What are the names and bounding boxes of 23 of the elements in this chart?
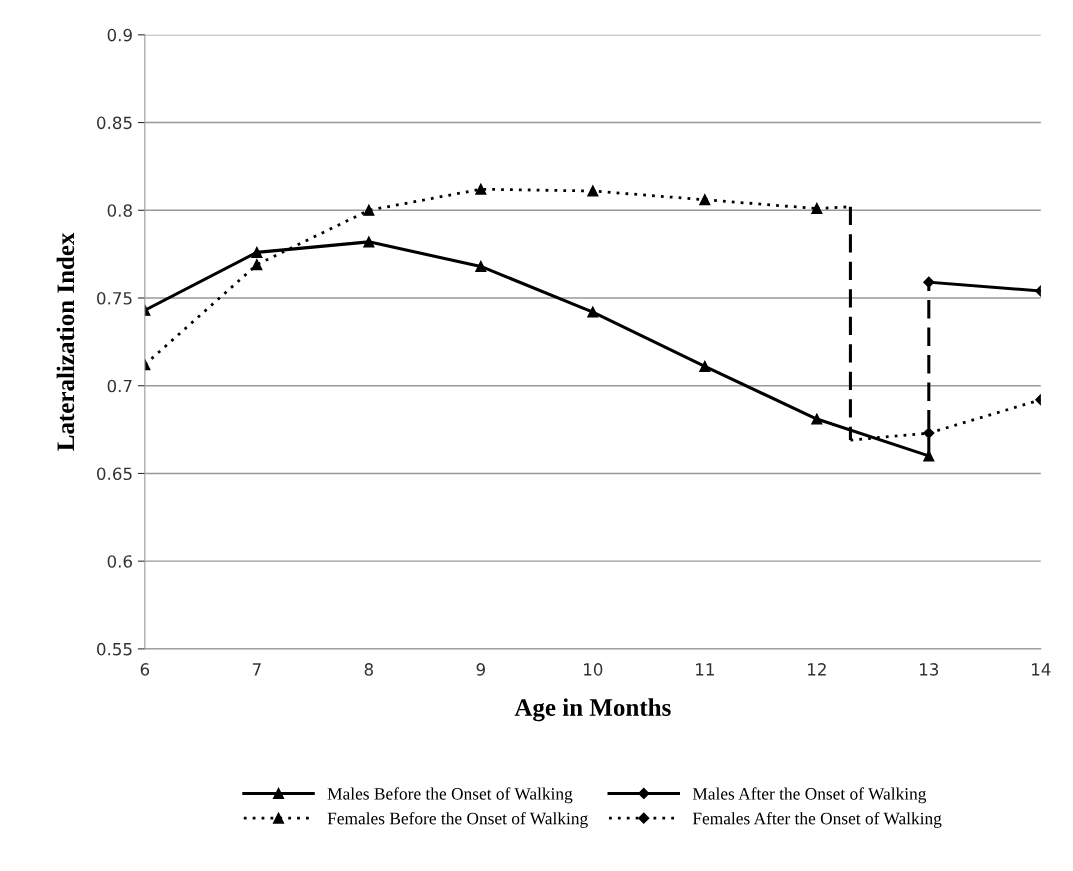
y-axis-title: Lateralization Index (56, 232, 75, 451)
y-tick-label: 0.55 (97, 642, 132, 656)
y-tick-label: 0.85 (97, 116, 132, 130)
x-tick-label: 13 (920, 663, 939, 676)
x-tick-label: 10 (584, 663, 603, 676)
x-axis-title: Age in Months (514, 698, 671, 722)
x-tick-label: 6 (140, 663, 150, 676)
y-tick-label: 0.6 (107, 555, 132, 568)
y-tick-label: 0.9 (107, 28, 132, 42)
y-tick-label: 0.8 (107, 204, 132, 217)
x-tick-label: 14 (1032, 663, 1051, 676)
x-tick-label: 9 (476, 663, 485, 676)
legend-label: Males After the Onset of Walking (692, 787, 927, 804)
x-tick-label: 8 (364, 663, 374, 676)
x-tick-label: 12 (808, 663, 826, 676)
legend-label: Females After the Onset of Walking (692, 811, 942, 828)
y-tick-label: 0.75 (97, 291, 132, 305)
y-tick-label: 0.7 (107, 379, 132, 393)
legend-label: Males Before the Onset of Walking (327, 787, 573, 804)
x-tick-label: 11 (696, 663, 714, 676)
x-tick-label: 7 (252, 663, 261, 676)
legend-label: Females Before the Onset of Walking (327, 811, 588, 828)
y-tick-label: 0.65 (97, 467, 132, 481)
